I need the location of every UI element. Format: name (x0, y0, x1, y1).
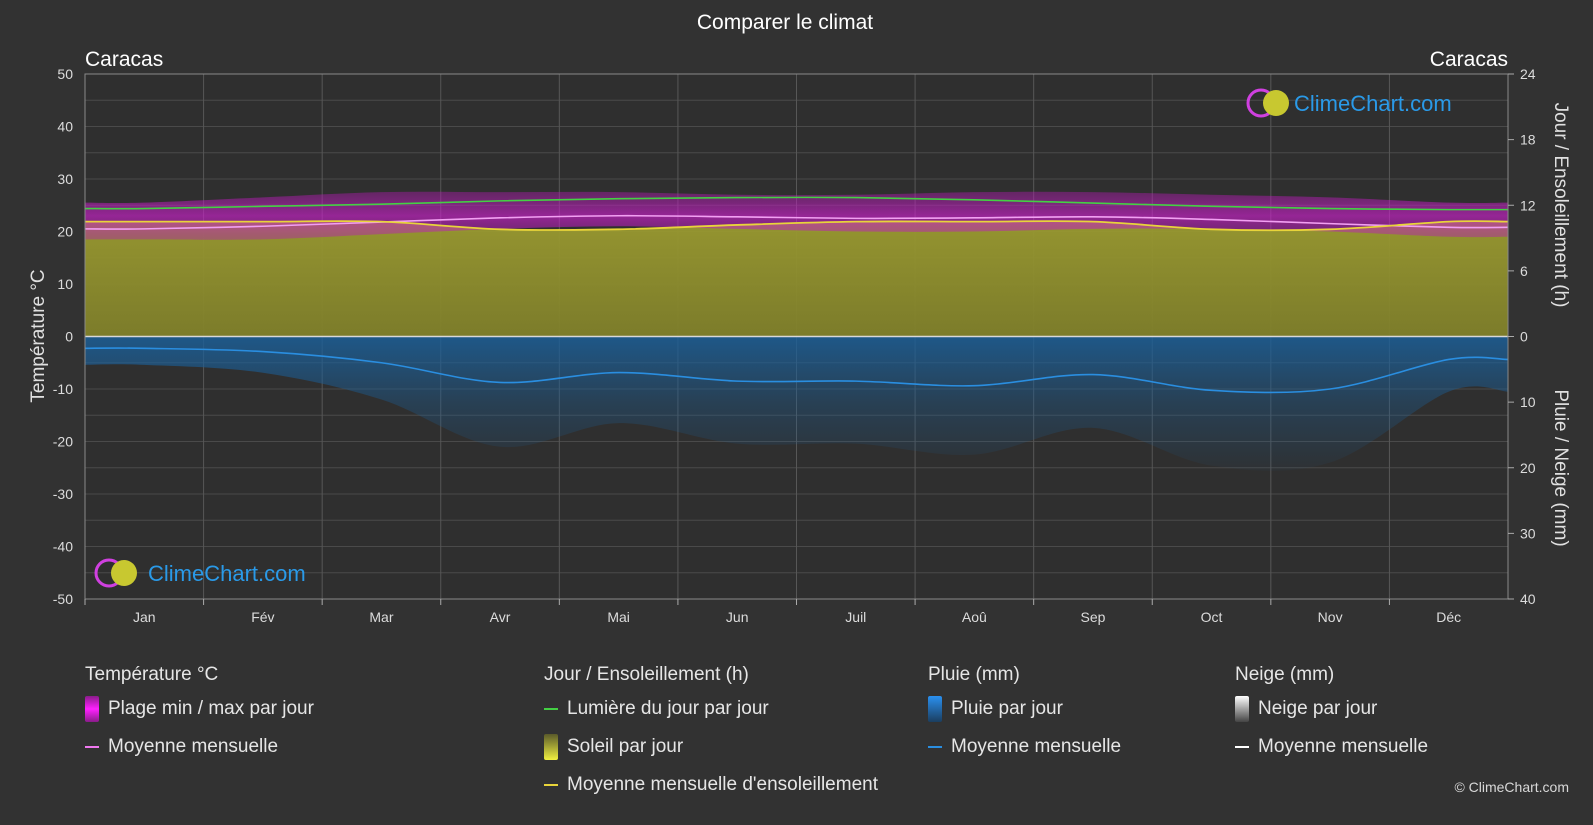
x-tick-label: Aoû (962, 609, 987, 625)
legend-temp-range-label: Plage min / max par jour (108, 698, 314, 719)
y-left-tick-label: 40 (57, 119, 73, 135)
x-tick-label: Jun (726, 609, 749, 625)
y-left-tick-label: 20 (57, 224, 73, 240)
temp-mean-line (84, 214, 1509, 230)
y-right-bottom-tick-label: 20 (1520, 460, 1536, 476)
legend-sun: Jour / Ensoleillement (h) Lumière du jou… (544, 660, 878, 804)
legend-snow-daily: Neige par jour (1235, 690, 1428, 728)
y-left-axis-label: Température °C (28, 269, 49, 402)
legend-sun-title: Jour / Ensoleillement (h) (544, 664, 749, 685)
x-tick-label: Jan (133, 609, 156, 625)
location-right: Caracas (1430, 48, 1508, 71)
legend-snow-mean-label: Moyenne mensuelle (1258, 736, 1429, 757)
y-right-top-tick-label: 6 (1520, 263, 1528, 279)
legend: Température °C Plage min / max par jour … (0, 660, 1593, 820)
x-tick-label: Déc (1436, 609, 1461, 625)
temp-range-swatch (85, 696, 99, 722)
y-left-tick-label: 30 (57, 171, 73, 187)
x-tick-label: Mai (607, 609, 630, 625)
legend-temp-range: Plage min / max par jour (85, 690, 314, 728)
y-right-bottom-tick-label: 40 (1520, 591, 1536, 607)
legend-temperature: Température °C Plage min / max par jour … (85, 660, 314, 766)
y-right-top-tick-label: 24 (1520, 66, 1536, 82)
legend-rain-daily-label: Pluie par jour (951, 698, 1063, 719)
x-tick-label: Mar (369, 609, 393, 625)
legend-rain-mean-label: Moyenne mensuelle (951, 736, 1122, 757)
chart-title: Comparer le climat (697, 11, 873, 34)
temp-mean-swatch (85, 746, 99, 748)
legend-snow-title: Neige (mm) (1235, 664, 1335, 685)
location-left: Caracas (85, 48, 163, 71)
y-right-top-tick-label: 18 (1520, 132, 1536, 148)
x-tick-label: Oct (1201, 609, 1223, 625)
logo-sun-icon (1263, 90, 1289, 116)
legend-sunshine: Soleil par jour (544, 728, 878, 766)
sun-mean-swatch (544, 784, 558, 786)
y-right-bottom-tick-label: 30 (1520, 525, 1536, 541)
y-left-tick-label: -10 (53, 381, 73, 397)
rain-area (85, 336, 1508, 471)
x-tick-label: Sep (1080, 609, 1105, 625)
sunshine-area (85, 221, 1508, 337)
y-left-tick-label: 50 (57, 66, 73, 82)
y-left-tick-label: -40 (53, 539, 73, 555)
y-left-tick-label: -30 (53, 486, 73, 502)
legend-snow-mean: Moyenne mensuelle (1235, 728, 1428, 766)
legend-temp-mean-label: Moyenne mensuelle (108, 736, 279, 757)
legend-rain-daily: Pluie par jour (928, 690, 1121, 728)
legend-rain-title: Pluie (mm) (928, 664, 1020, 685)
chart-marks (84, 191, 1509, 471)
legend-sun-mean-label: Moyenne mensuelle d'ensoleillement (567, 774, 878, 795)
y-left-tick-label: 0 (65, 329, 73, 345)
y-right-bottom-tick-label: 10 (1520, 394, 1536, 410)
y-right-bottom-axis-label: Pluie / Neige (mm) (1550, 389, 1571, 546)
legend-sunshine-label: Soleil par jour (567, 736, 684, 757)
daylight-swatch (544, 708, 558, 710)
logo-text: ClimeChart.com (148, 561, 306, 586)
logo-bottom: ClimeChart.com (94, 558, 306, 588)
snow-swatch (1235, 696, 1249, 722)
y-left-tick-label: -20 (53, 434, 73, 450)
legend-daylight-label: Lumière du jour par jour (567, 698, 769, 719)
axes: 50 40 30 20 10 0 -10 -20 -30 -40 -50 24 18 12 6 0 10 20 30… (53, 66, 1536, 625)
y-right-top-tick-label: 0 (1520, 329, 1528, 345)
legend-temperature-title: Température °C (85, 664, 219, 685)
legend-rain-mean: Moyenne mensuelle (928, 728, 1121, 766)
logo-top: ClimeChart.com (1246, 88, 1452, 118)
daylight-line (84, 196, 1509, 211)
y-right-top-tick-label: 12 (1520, 197, 1536, 213)
legend-temp-mean: Moyenne mensuelle (85, 728, 314, 766)
rain-mean-line (84, 347, 1509, 394)
rain-swatch (928, 696, 942, 722)
x-tick-label: Juil (845, 609, 866, 625)
y-left-tick-label: 10 (57, 276, 73, 292)
climate-chart: Comparer le climat Caracas Caracas 50 40 3… (28, 11, 1571, 625)
sun-mean-line (84, 220, 1509, 232)
legend-daylight: Lumière du jour par jour (544, 690, 878, 728)
logo-text: ClimeChart.com (1294, 91, 1452, 116)
legend-rain: Pluie (mm) Pluie par jour Moyenne mensue… (928, 660, 1121, 766)
legend-sun-mean: Moyenne mensuelle d'ensoleillement (544, 766, 878, 804)
x-tick-label: Avr (490, 609, 511, 625)
snow-mean-swatch (1235, 746, 1249, 748)
sunshine-swatch (544, 734, 558, 760)
copyright: © ClimeChart.com (1454, 779, 1569, 795)
x-tick-label: Fév (251, 609, 274, 625)
legend-snow-daily-label: Neige par jour (1258, 698, 1378, 719)
y-left-tick-label: -50 (53, 591, 73, 607)
rain-mean-swatch (928, 746, 942, 748)
logo-sun-icon (111, 560, 137, 586)
x-tick-label: Nov (1318, 609, 1343, 625)
legend-snow: Neige (mm) Neige par jour Moyenne mensue… (1235, 660, 1428, 766)
temp-range-band (85, 191, 1508, 240)
y-right-top-axis-label: Jour / Ensoleillement (h) (1550, 103, 1571, 308)
